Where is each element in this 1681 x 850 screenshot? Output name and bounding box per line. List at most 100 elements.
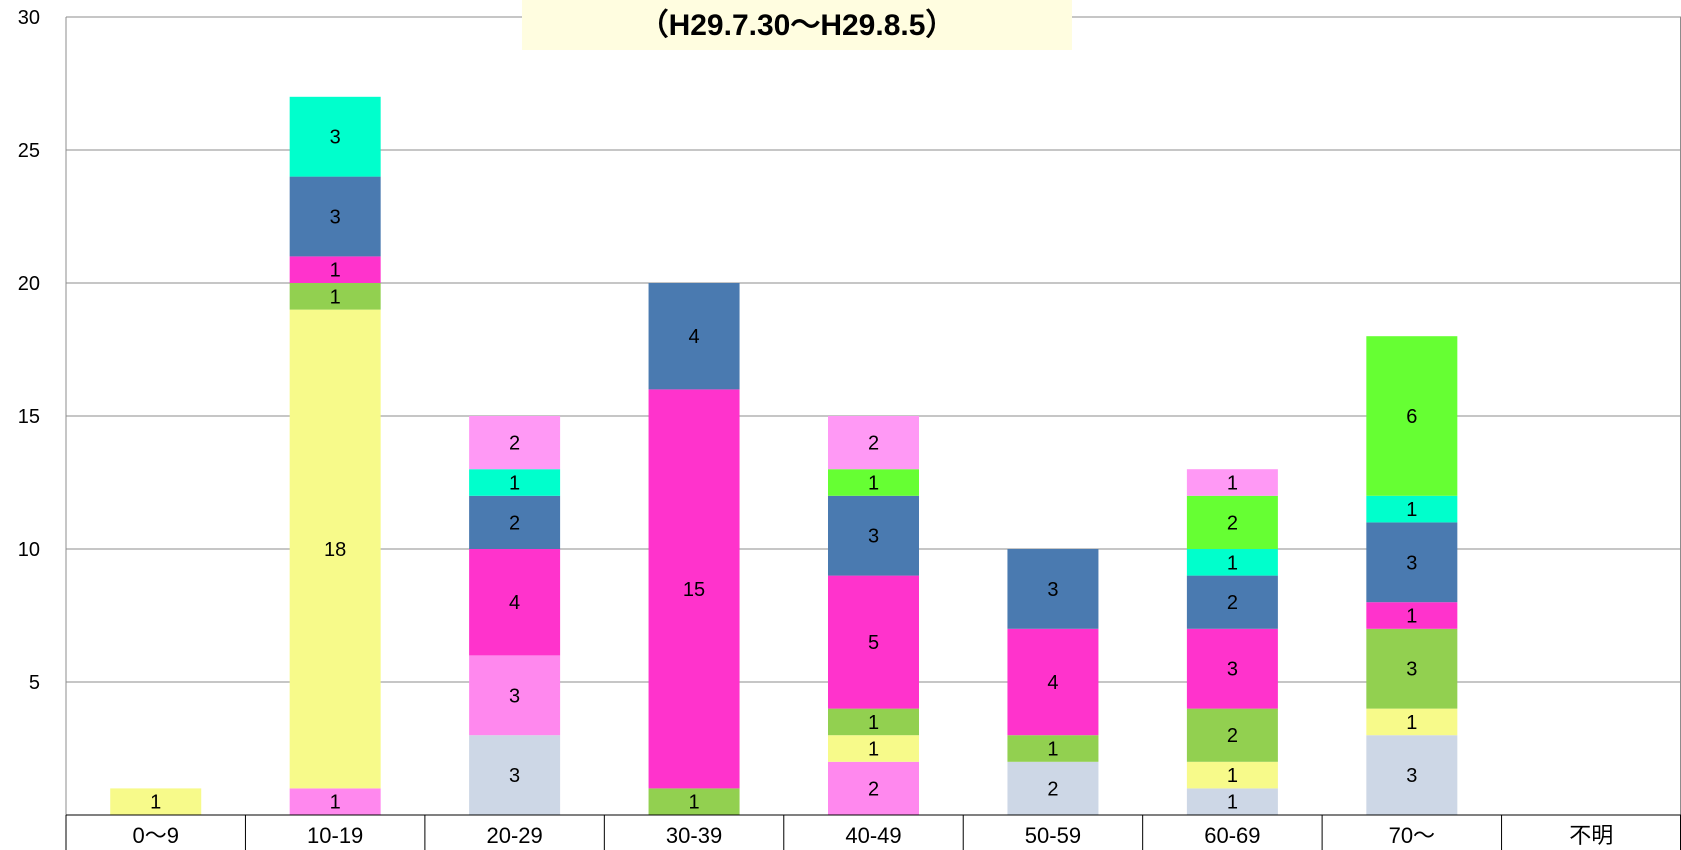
bar-segment <box>469 549 561 656</box>
bar-segment <box>289 309 381 789</box>
data-label: 3 <box>330 207 341 229</box>
bar-segment <box>828 735 919 762</box>
data-label: 4 <box>688 326 699 348</box>
data-label: 1 <box>330 286 341 308</box>
data-label: 1 <box>1406 606 1417 628</box>
bar-segment <box>289 788 381 815</box>
bar-segment <box>110 788 202 815</box>
data-label: 3 <box>1227 659 1238 681</box>
data-label: 4 <box>1047 672 1058 694</box>
bar-segment <box>469 416 561 470</box>
data-label: 1 <box>509 473 520 495</box>
bar-segment <box>1007 735 1099 762</box>
data-label: 1 <box>330 260 341 282</box>
data-label: 1 <box>868 739 879 761</box>
y-tick-label: 20 <box>18 273 40 295</box>
bar-segment <box>1366 735 1458 815</box>
bar-segment <box>289 256 381 283</box>
data-label: 2 <box>509 433 520 455</box>
chart-title: （H29.7.30〜H29.8.5） <box>639 8 956 42</box>
bar-segment <box>828 708 919 736</box>
data-label: 1 <box>1227 473 1238 495</box>
bars: 1 118113333421211542115312214311232121313… <box>110 96 1458 815</box>
bar-segment <box>648 788 740 815</box>
data-label: 3 <box>509 685 520 707</box>
data-label: 3 <box>330 127 341 149</box>
data-label: 2 <box>868 433 879 455</box>
bar-segment <box>828 495 919 576</box>
y-tick-label: 5 <box>29 672 40 694</box>
bar-segment <box>1186 495 1278 549</box>
y-tick-label: 25 <box>18 140 40 162</box>
x-tick-label: 0〜9 <box>132 823 178 848</box>
bar-segment <box>1186 761 1278 789</box>
x-tick-label: 不明 <box>1569 823 1613 848</box>
bar-segment <box>1366 602 1458 629</box>
bar-segment <box>469 655 561 736</box>
data-label: 1 <box>868 473 879 495</box>
bar-segment <box>828 761 919 815</box>
data-label: 1 <box>868 712 879 734</box>
bar-segment <box>1366 708 1458 736</box>
data-label: 1 <box>1227 792 1238 814</box>
chart-title-group: （H29.7.30〜H29.8.5） <box>522 0 1072 50</box>
bar-segment <box>828 469 919 496</box>
data-label: 1 <box>1227 552 1238 574</box>
bar-segment <box>469 735 561 815</box>
data-label: 18 <box>324 539 346 561</box>
data-label: 2 <box>1227 592 1238 614</box>
data-label: 6 <box>1406 406 1417 428</box>
data-label: 2 <box>509 512 520 534</box>
bar-segment <box>828 575 919 709</box>
bar-segment <box>1186 549 1278 576</box>
bar-segment <box>1186 708 1278 762</box>
bar-segment <box>1007 549 1099 629</box>
bar-segment <box>289 176 381 257</box>
x-tick-label: 20-29 <box>486 823 542 848</box>
bar-segment <box>469 469 561 496</box>
data-label: 15 <box>683 579 705 601</box>
bar-segment <box>1007 761 1099 815</box>
y-axis-ticks: 5 10 15 20 25 30 <box>18 7 40 694</box>
bar-segment <box>289 96 381 177</box>
data-label: 2 <box>1047 778 1058 800</box>
bar-segment <box>469 495 561 549</box>
x-tick-label: 10-19 <box>307 823 363 848</box>
data-label: 4 <box>509 592 520 614</box>
data-label: 3 <box>868 526 879 548</box>
data-label: 1 <box>330 792 341 814</box>
bar-segment <box>1366 495 1458 523</box>
title-background <box>522 0 1072 50</box>
data-label: 2 <box>1227 725 1238 747</box>
bar-segment <box>648 389 740 789</box>
bar-segment <box>1186 788 1278 815</box>
bar-segment <box>1186 469 1278 496</box>
data-label: 1 <box>1227 765 1238 787</box>
data-label: 3 <box>1406 659 1417 681</box>
data-label: 1 <box>150 792 161 814</box>
data-label: 3 <box>1406 765 1417 787</box>
x-tick-label: 70〜 <box>1389 823 1435 848</box>
bar-segment <box>1186 628 1278 709</box>
data-label: 3 <box>509 765 520 787</box>
bar-segment <box>1366 628 1458 709</box>
y-tick-label: 10 <box>18 539 40 561</box>
data-label: 1 <box>1406 712 1417 734</box>
data-label: 2 <box>868 778 879 800</box>
y-tick-label: 15 <box>18 406 40 428</box>
bar-segment <box>1007 628 1099 736</box>
x-axis: 0〜9 10-19 20-29 30-39 40-49 50-59 60-69 70〜 不明 <box>65 814 1681 850</box>
x-tick-label: 60-69 <box>1204 823 1260 848</box>
bar-segment <box>1366 336 1458 496</box>
x-tick-label: 40-49 <box>845 823 901 848</box>
bar-segment <box>289 283 381 310</box>
y-tick-label: 30 <box>18 7 40 29</box>
bar-segment <box>648 283 740 390</box>
data-label: 1 <box>1406 499 1417 521</box>
x-tick-label: 50-59 <box>1025 823 1081 848</box>
bar-segment <box>828 416 919 470</box>
data-label: 1 <box>688 792 699 814</box>
bar-segment <box>1366 522 1458 603</box>
data-label: 3 <box>1406 552 1417 574</box>
